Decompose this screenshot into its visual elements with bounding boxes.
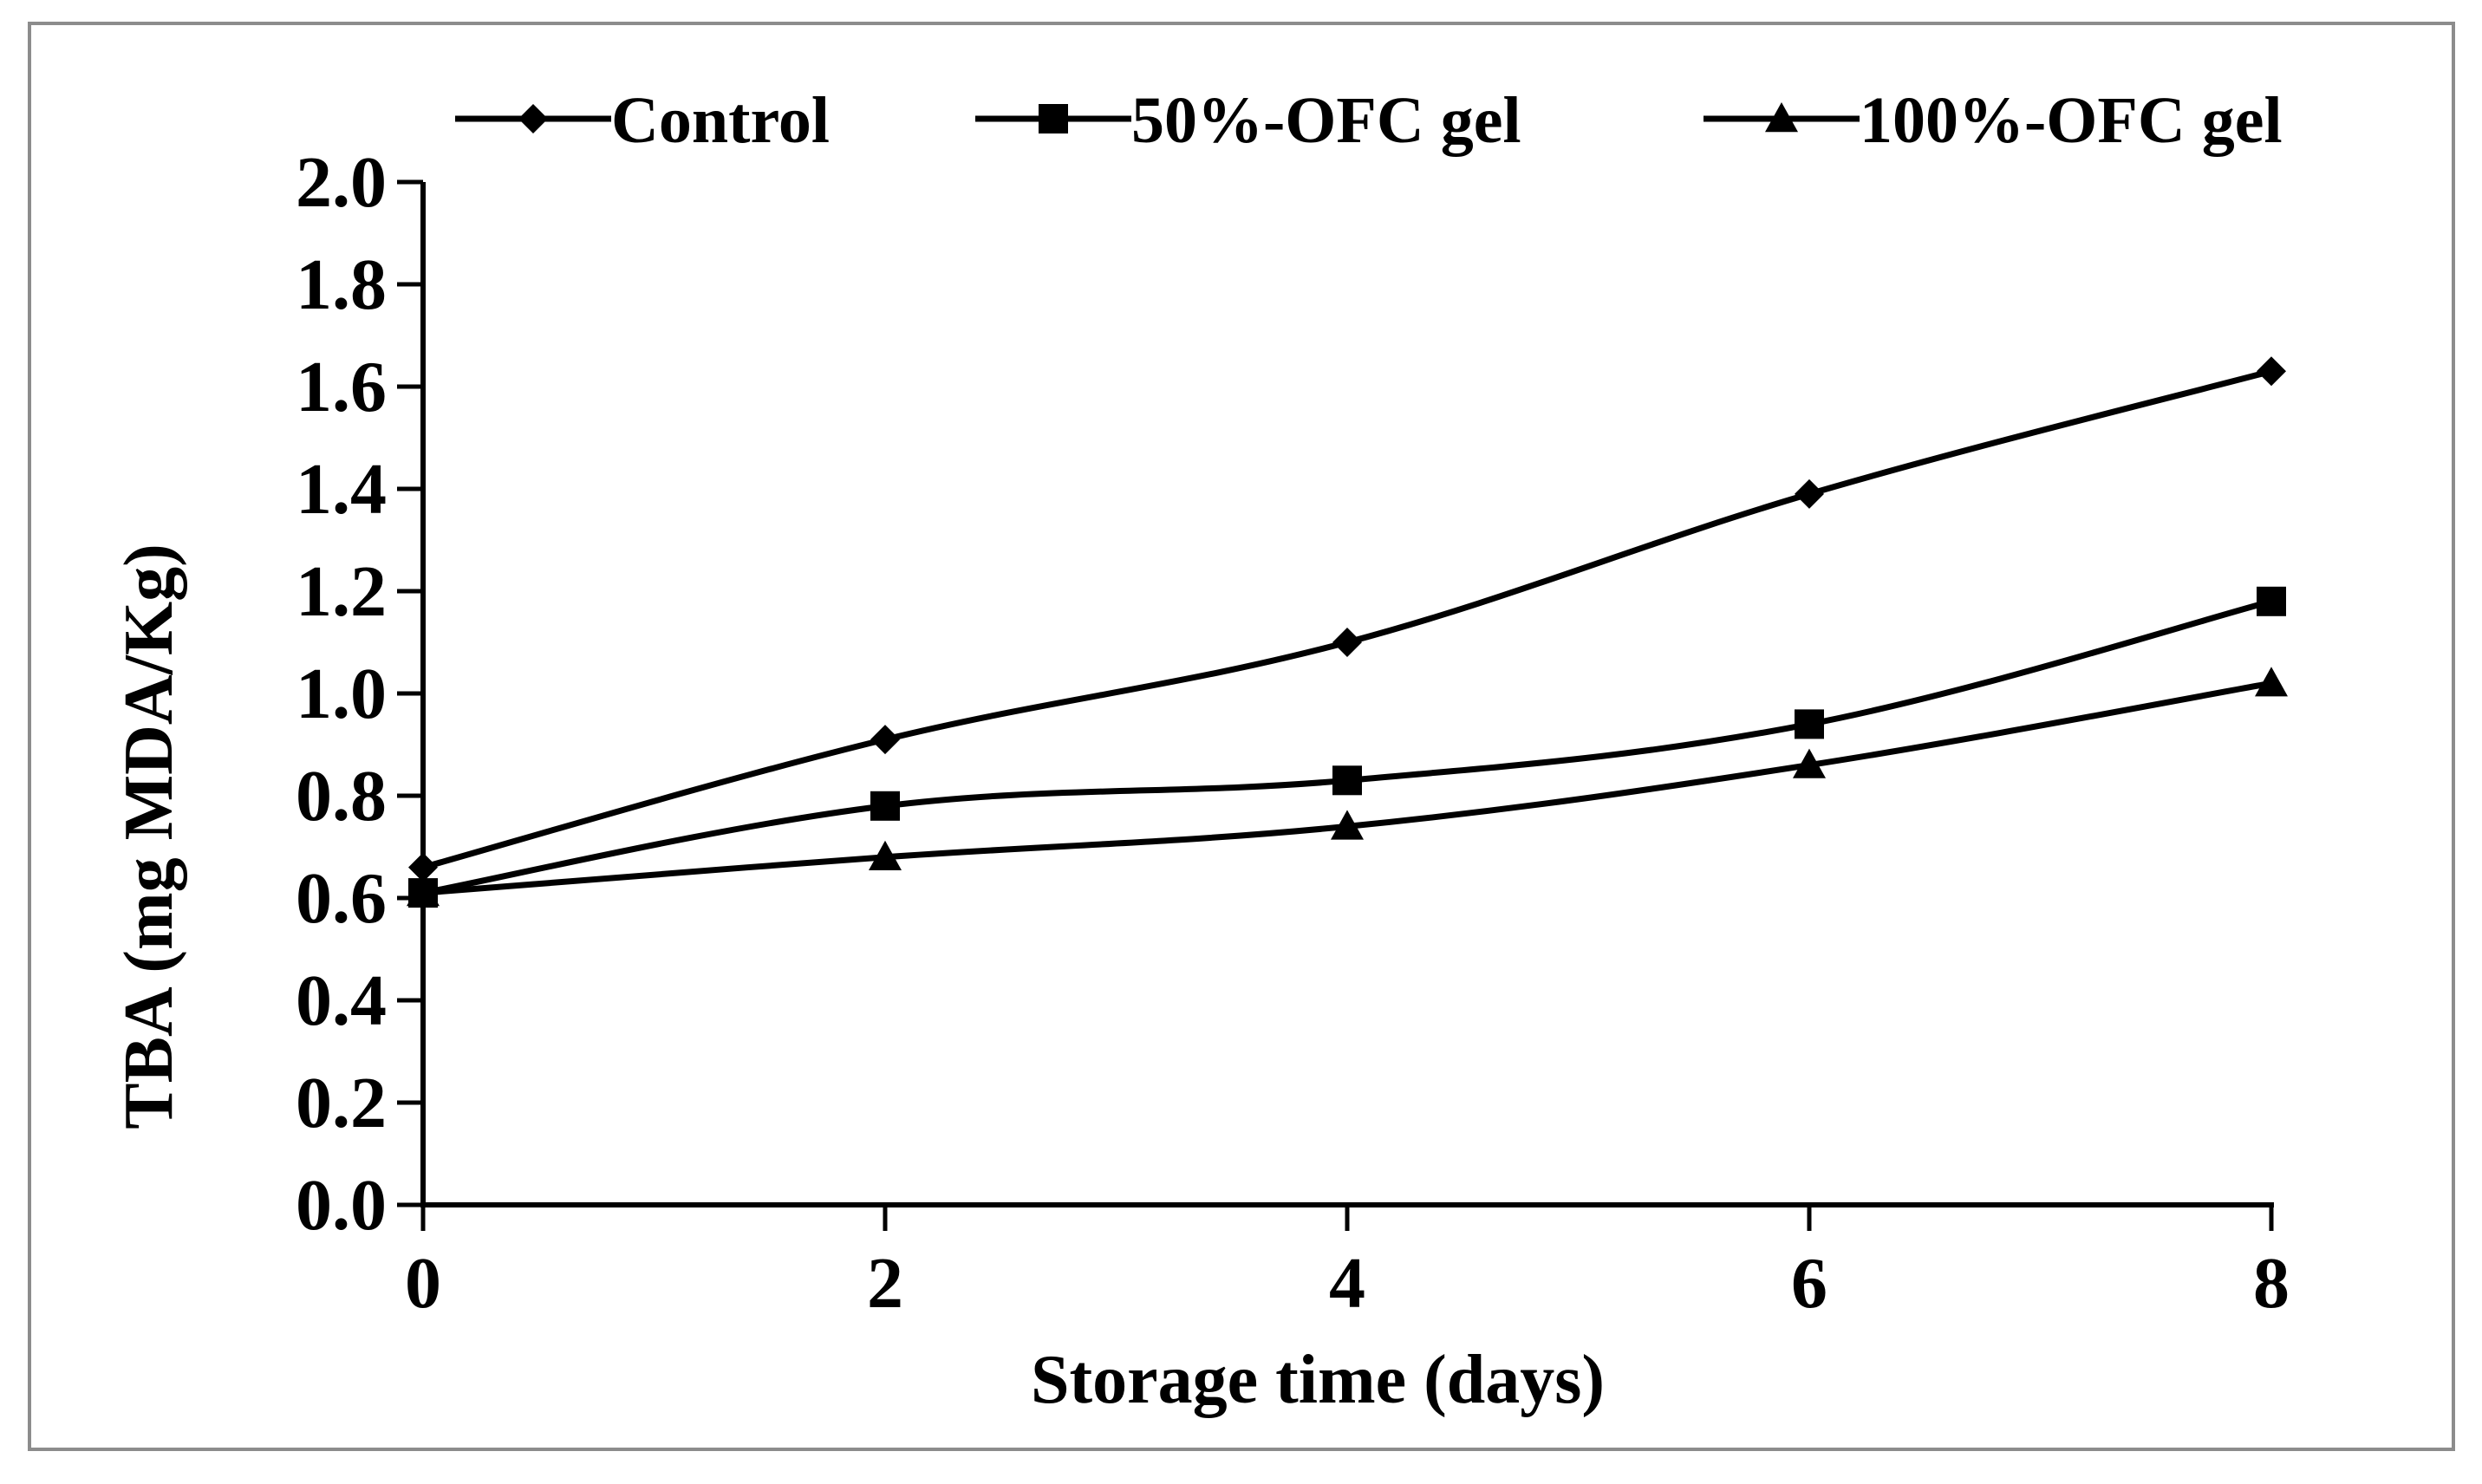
data-point (870, 725, 900, 755)
legend-item: Control (455, 84, 830, 157)
y-tick-label: 1.8 (296, 244, 387, 325)
legend-label: Control (611, 84, 830, 157)
y-tick-label: 0.4 (296, 960, 387, 1041)
series-50-ofc-gel (408, 586, 2286, 908)
data-point (1331, 810, 1364, 840)
data-point (2255, 667, 2288, 697)
y-tick-label: 0.6 (296, 858, 387, 939)
data-point (407, 876, 440, 907)
legend-marker (1039, 104, 1068, 133)
data-point (1332, 628, 1362, 657)
x-axis-title: Storage time (days) (1031, 1342, 1605, 1418)
legend-item: 100%-OFC gel (1704, 84, 2283, 157)
data-point (1332, 765, 1362, 796)
x-tick-label: 4 (1329, 1243, 1365, 1324)
data-point (869, 840, 902, 870)
data-point (1795, 709, 1824, 739)
series-control (408, 356, 2286, 882)
series-100-ofc-gel (407, 667, 2288, 907)
y-tick-label: 0.8 (296, 756, 387, 836)
data-point (1795, 478, 1824, 509)
y-tick-label: 0.0 (296, 1165, 387, 1246)
legend-marker (518, 104, 548, 133)
x-tick-label: 6 (1791, 1243, 1827, 1324)
plot-series (407, 356, 2288, 908)
y-tick-label: 1.0 (296, 654, 387, 734)
legend-label: 100%-OFC gel (1860, 84, 2283, 157)
data-point (870, 791, 900, 821)
y-tick-label: 1.2 (296, 551, 387, 632)
legend-label: 50%-OFC gel (1131, 84, 1521, 157)
data-point (1793, 748, 1826, 778)
legend-marker (1765, 102, 1798, 133)
x-tick-label: 0 (405, 1243, 441, 1324)
axes: 0.0 0.2 0.4 0.6 0.8 1.0 1.2 1.4 1.6 1.8 2.0 0 2 4 6 8 (296, 142, 2290, 1324)
y-tick-label: 1.4 (296, 449, 387, 530)
y-tick-label: 2.0 (296, 142, 387, 223)
data-point (408, 852, 438, 882)
y-tick-label: 0.2 (296, 1063, 387, 1143)
legend-item: 50%-OFC gel (975, 84, 1521, 157)
legend: Control 50%-OFC gel 100%-OFC gel (455, 84, 2283, 157)
x-tick-label: 2 (867, 1243, 903, 1324)
chart-frame (28, 22, 2455, 1451)
x-tick-label: 8 (2253, 1243, 2290, 1324)
y-axis-title: TBA (mg MDA/Kg) (111, 543, 187, 1129)
data-point (2257, 586, 2286, 616)
y-tick-label: 1.6 (296, 347, 387, 427)
data-point (2257, 356, 2286, 387)
